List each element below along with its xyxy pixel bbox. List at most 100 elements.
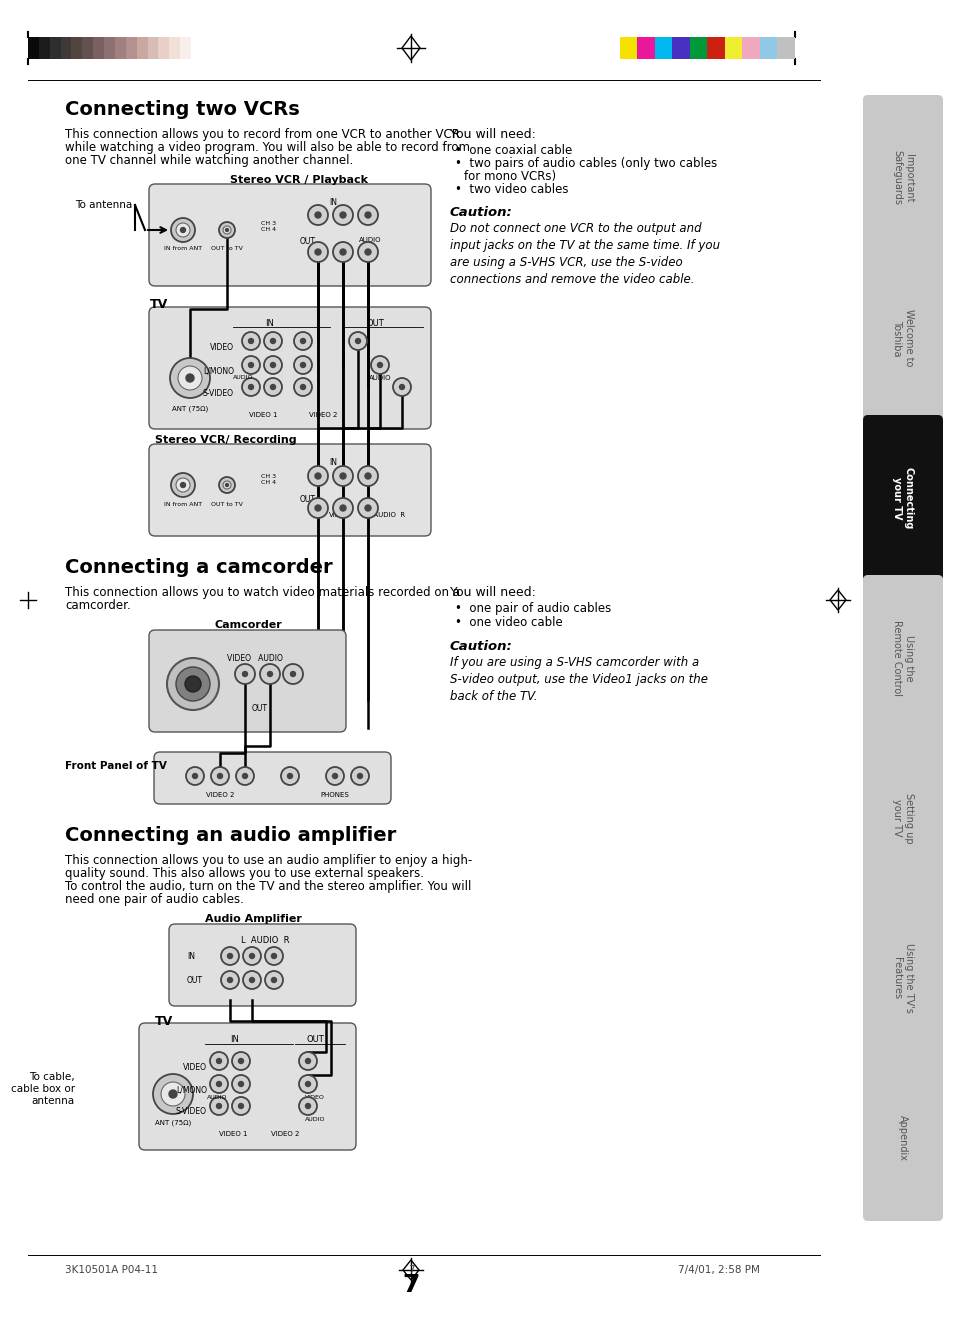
Circle shape [314,249,320,255]
Circle shape [248,339,253,343]
Text: L/MONO: L/MONO [203,367,233,375]
Text: To control the audio, turn on the TV and the stereo amplifier. You will: To control the audio, turn on the TV and… [65,880,471,892]
Text: •  one pair of audio cables: • one pair of audio cables [455,602,611,614]
Circle shape [161,1083,185,1107]
Circle shape [339,473,346,479]
Circle shape [357,774,362,778]
Circle shape [281,767,298,785]
Text: Connecting two VCRs: Connecting two VCRs [65,100,299,118]
Text: Camcorder: Camcorder [214,620,282,630]
Circle shape [272,978,276,983]
Circle shape [287,774,293,778]
Text: OUT: OUT [306,1035,323,1044]
Circle shape [210,1097,228,1115]
Bar [672,37,690,59]
Circle shape [225,229,229,231]
Text: IN: IN [329,198,336,207]
Text: You will need:: You will need: [450,128,536,141]
Circle shape [377,363,382,367]
Text: Do not connect one VCR to the output and
input jacks on the TV at the same time.: Do not connect one VCR to the output and… [450,222,720,286]
Text: •  two pairs of audio cables (only two cables: • two pairs of audio cables (only two ca… [455,157,717,170]
Text: Connecting an audio amplifier: Connecting an audio amplifier [65,826,395,845]
Bar [260,215,277,238]
Circle shape [283,664,303,684]
Circle shape [264,378,282,396]
Circle shape [217,774,222,778]
Text: VIDEO: VIDEO [329,512,351,517]
Circle shape [365,473,371,479]
Bar [50,37,61,59]
Circle shape [326,767,344,785]
Circle shape [227,978,233,983]
Circle shape [242,774,247,778]
Circle shape [357,242,377,262]
Circle shape [152,1075,193,1115]
Text: •  one video cable: • one video cable [455,616,562,629]
Circle shape [294,332,312,350]
Text: Using the TV's
Features: Using the TV's Features [891,943,913,1013]
Circle shape [180,483,185,488]
Text: Stereo VCR / Playback: Stereo VCR / Playback [230,176,368,185]
Bar [724,37,742,59]
Circle shape [216,1059,221,1064]
Text: Appendix: Appendix [897,1115,907,1161]
Circle shape [291,672,295,677]
Circle shape [333,242,353,262]
Text: for mono VCRs): for mono VCRs) [463,170,556,184]
Text: •  one coaxial cable: • one coaxial cable [455,144,572,157]
Circle shape [333,465,353,485]
Circle shape [221,971,239,990]
FancyBboxPatch shape [149,444,431,536]
Circle shape [393,378,411,396]
Text: AUDIO: AUDIO [207,1095,227,1100]
Text: TV: TV [150,298,168,311]
Text: IN: IN [329,458,336,467]
Circle shape [300,363,305,367]
Circle shape [219,477,234,493]
Text: IN: IN [231,1035,239,1044]
Circle shape [300,339,305,343]
Text: L  AUDIO  R: L AUDIO R [365,512,405,517]
Circle shape [272,954,276,959]
Circle shape [333,497,353,517]
Bar [191,37,202,59]
Circle shape [171,473,194,497]
Circle shape [223,481,231,489]
FancyBboxPatch shape [139,1023,355,1150]
Circle shape [242,378,260,396]
Text: L  AUDIO  R: L AUDIO R [240,936,289,946]
Text: CH 3
CH 4: CH 3 CH 4 [261,475,276,485]
Circle shape [339,249,346,255]
Circle shape [238,1104,243,1108]
Circle shape [243,947,261,966]
Circle shape [308,465,328,485]
Circle shape [232,1097,250,1115]
Circle shape [250,954,254,959]
Bar [61,37,71,59]
Circle shape [314,211,320,218]
Circle shape [227,954,233,959]
Circle shape [167,658,219,710]
Circle shape [308,242,328,262]
Bar [619,37,638,59]
Circle shape [308,497,328,517]
Text: VIDEO 1: VIDEO 1 [218,1130,247,1137]
Circle shape [267,672,273,677]
Bar [136,37,148,59]
Text: VIDEO 2: VIDEO 2 [206,791,233,798]
Text: To cable,
cable box or
antenna: To cable, cable box or antenna [10,1072,75,1105]
Text: This connection allows you to use an audio amplifier to enjoy a high-: This connection allows you to use an aud… [65,854,472,867]
Text: Front Panel of TV: Front Panel of TV [65,761,167,771]
Circle shape [265,971,283,990]
Bar [777,37,795,59]
Circle shape [308,205,328,225]
Bar [28,37,39,59]
FancyBboxPatch shape [862,94,942,261]
Text: OUT: OUT [187,976,203,986]
Circle shape [351,767,369,785]
Circle shape [169,1091,177,1099]
Circle shape [300,384,305,390]
Text: OUT to TV: OUT to TV [211,246,243,251]
Circle shape [260,664,280,684]
Text: VIDEO   AUDIO: VIDEO AUDIO [227,654,283,662]
